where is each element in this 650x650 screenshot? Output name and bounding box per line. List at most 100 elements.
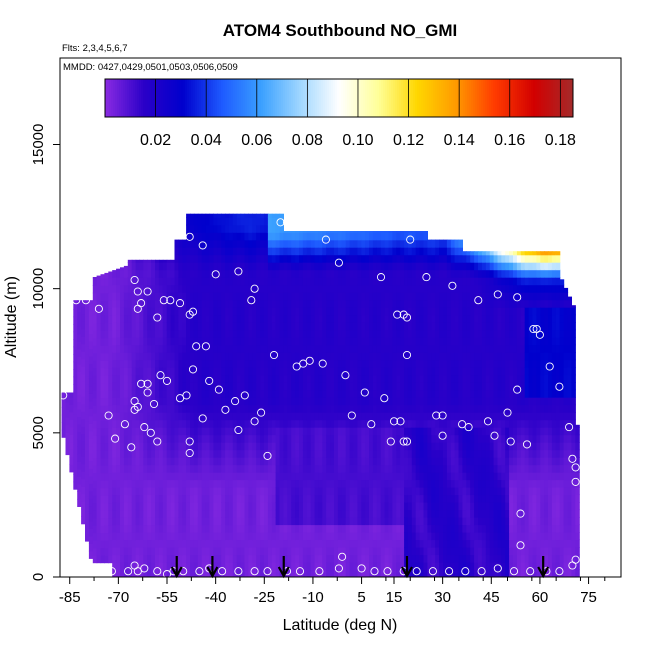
field-cell [407,412,413,421]
field-cell [411,262,417,271]
field-cell [396,554,401,563]
field-cell [252,284,257,293]
field-cell [287,352,292,361]
field-cell [279,524,284,533]
field-cell [439,547,444,556]
field-cell [291,404,296,413]
field-cell [197,397,203,406]
field-cell [314,232,320,241]
field-cell [365,232,370,241]
field-cell [411,449,417,458]
field-cell [345,337,351,346]
field-cell [365,569,370,577]
field-cell [462,472,467,481]
field-cell [190,359,195,368]
field-cell [197,262,203,271]
field-cell [275,292,281,301]
field-cell [127,457,133,466]
field-cell [151,502,156,511]
field-cell [174,464,179,473]
field-cell [462,299,467,308]
field-cell [240,232,246,241]
field-cell [131,259,137,263]
field-cell [108,412,113,421]
field-cell [287,277,292,286]
field-cell [404,494,409,503]
field-cell [108,457,113,466]
field-cell [244,239,249,248]
field-cell [361,314,366,323]
field-cell [299,397,304,406]
field-cell [497,457,502,466]
field-cell [443,494,448,503]
field-cell [295,457,300,466]
field-cell [155,314,160,323]
field-cell [248,292,253,301]
field-cell [404,344,409,353]
field-cell [365,277,370,286]
field-cell [322,344,327,353]
field-cell [178,307,183,316]
field-cell [193,494,199,503]
field-cell [497,509,502,518]
field-cell [100,390,105,399]
field-cell [193,434,199,443]
field-cell [384,442,390,451]
field-cell [279,213,284,218]
field-cell [458,367,463,376]
field-cell [497,532,502,541]
field-cell [396,314,401,323]
field-cell [407,502,413,511]
field-cell [92,352,98,361]
field-cell [225,524,230,533]
field-cell [228,547,234,556]
field-cell [166,472,172,481]
field-cell [489,412,495,421]
field-cell [345,509,351,518]
field-cell [256,442,261,451]
field-cell [112,382,117,391]
field-cell [178,479,183,488]
field-cell [427,397,432,406]
field-cell [81,328,86,337]
field-cell [85,376,90,385]
field-cell [244,247,249,256]
field-cell [400,359,405,368]
field-cell [353,554,358,563]
field-cell [221,307,226,316]
field-cell [369,389,374,398]
field-cell [260,322,265,331]
field-cell [497,352,502,361]
field-cell [186,442,191,451]
field-cell [431,239,436,248]
field-cell [225,472,230,481]
field-cell [275,247,281,256]
field-cell [310,532,316,541]
field-cell [228,562,234,571]
field-cell [252,367,257,376]
field-cell [396,509,401,518]
field-cell [349,494,355,503]
field-cell [240,307,246,316]
field-cell [127,352,133,361]
field-cell [384,299,390,308]
field-cell [404,262,409,271]
field-cell [151,532,156,541]
field-cell [388,562,393,571]
field-cell [372,502,378,511]
field-cell [236,457,242,466]
field-cell [232,292,238,301]
field-cell [186,367,191,376]
field-cell [217,374,222,383]
field-cell [376,344,382,353]
field-cell [369,404,374,413]
field-cell [236,464,242,473]
field-cell [361,239,366,248]
field-cell [404,427,409,436]
field-cell [170,487,176,496]
field-cell [439,367,444,376]
field-cell [205,374,211,383]
field-cell [322,292,327,301]
field-cell [345,404,351,413]
field-cell [353,389,358,398]
